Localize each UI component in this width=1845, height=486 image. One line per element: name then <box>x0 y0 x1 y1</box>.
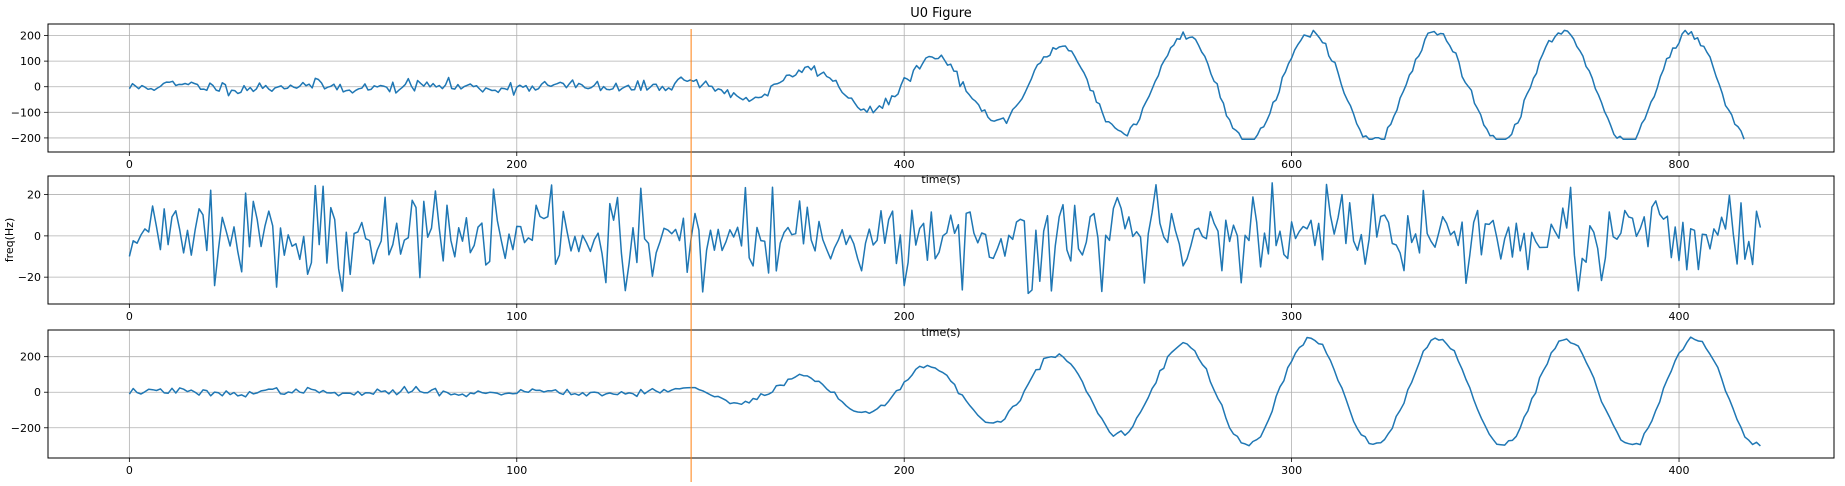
series <box>128 29 1745 140</box>
x-tick-label: 0 <box>126 310 133 323</box>
x-tick-label: 100 <box>506 310 527 323</box>
axes-frame <box>47 329 1835 459</box>
y-tick-label: −100 <box>11 106 41 119</box>
x-tick-label: 200 <box>894 310 915 323</box>
y-tick-label: 0 <box>34 230 41 243</box>
panel-u0: 0 200 400 600 800 −200 −100 0 100 200 time(s) <box>11 23 1835 186</box>
x-tick-label: 300 <box>1281 310 1302 323</box>
x-tick-label: 400 <box>1669 310 1690 323</box>
tick-labels: 0 200 400 600 800 −200 −100 0 100 200 <box>11 30 1690 171</box>
figure-title: U0 Figure <box>910 6 972 21</box>
x-axis-label: time(s) <box>921 326 960 339</box>
series <box>128 336 1761 447</box>
y-tick-label: 0 <box>34 81 41 94</box>
y-tick-label: 0 <box>34 386 41 399</box>
x-tick-label: 0 <box>126 464 133 477</box>
panel-signal: 0 100 200 300 400 −200 0 200 <box>11 329 1835 477</box>
series-line <box>128 29 1745 140</box>
x-tick-label: 400 <box>894 158 915 171</box>
x-tick-label: 200 <box>506 158 527 171</box>
y-axis-label: freq(Hz) <box>3 218 16 263</box>
series <box>128 182 1762 295</box>
y-tick-label: −200 <box>11 132 41 145</box>
grid <box>48 330 1834 458</box>
y-tick-label: −200 <box>11 422 41 435</box>
x-tick-label: 200 <box>894 464 915 477</box>
y-tick-label: 20 <box>27 189 41 202</box>
x-tick-label: 400 <box>1669 464 1690 477</box>
panel-freq: 0 100 200 300 400 −20 0 20 time(s) freq(Hz) <box>3 175 1835 339</box>
x-tick-label: 600 <box>1281 158 1302 171</box>
y-tick-label: 100 <box>20 55 41 68</box>
tick-labels: 0 100 200 300 400 −200 0 200 <box>11 351 1690 477</box>
axes-frame <box>47 23 1835 153</box>
y-tick-label: −20 <box>18 271 41 284</box>
x-axis-label: time(s) <box>921 173 960 186</box>
series-line <box>128 336 1761 447</box>
y-tick-label: 200 <box>20 30 41 43</box>
series-line <box>128 182 1762 295</box>
x-tick-label: 0 <box>126 158 133 171</box>
x-tick-label: 300 <box>1281 464 1302 477</box>
y-tick-label: 200 <box>20 351 41 364</box>
x-tick-label: 100 <box>506 464 527 477</box>
tick-labels: 0 100 200 300 400 −20 0 20 <box>18 189 1690 323</box>
x-tick-label: 800 <box>1669 158 1690 171</box>
axes-frame <box>47 175 1835 305</box>
grid <box>48 24 1834 152</box>
